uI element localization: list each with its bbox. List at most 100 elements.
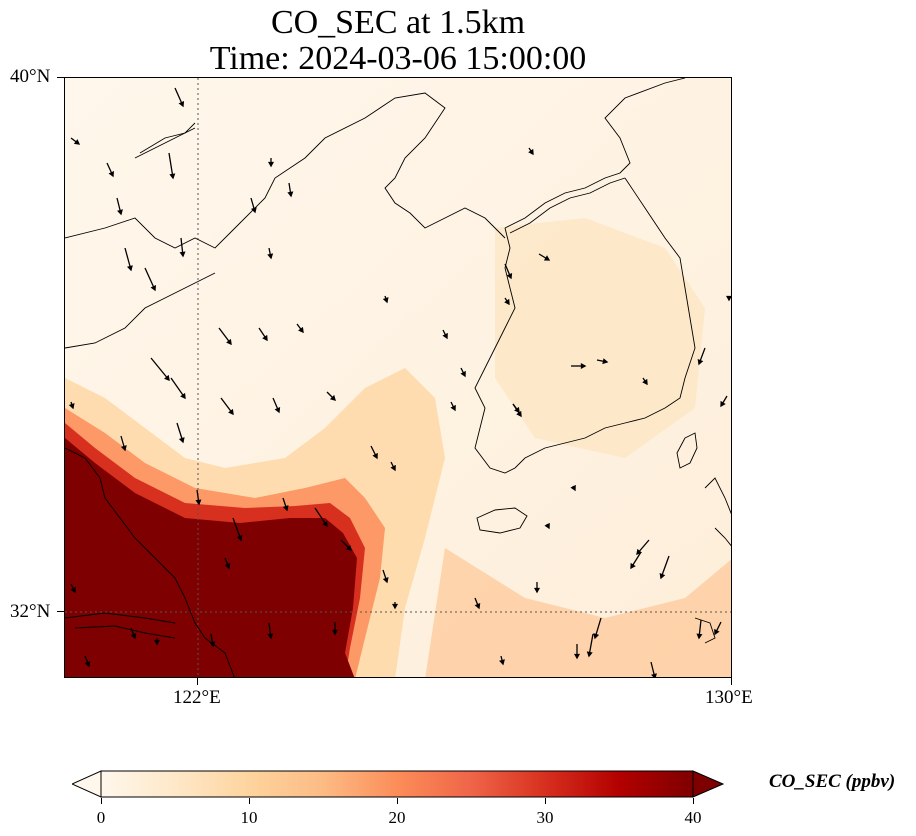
wind-arrow	[150, 357, 170, 381]
wind-arrow-head	[516, 410, 522, 418]
wind-arrow-head	[504, 298, 510, 306]
wind-arrow-head	[714, 628, 720, 636]
lon-tick-mark-122	[197, 678, 198, 685]
lat-tick-mark-40	[57, 77, 64, 78]
wind-arrow-head	[450, 404, 456, 412]
wind-arrow-head	[382, 297, 389, 304]
wind-arrow-head	[250, 207, 257, 214]
colorbar	[70, 770, 725, 803]
wind-arrow-head	[274, 406, 281, 414]
colorbar-label: CO_SEC (ppbv)	[769, 771, 896, 792]
wind-arrow-head	[570, 484, 576, 492]
wind-arrow-head	[322, 520, 328, 528]
colorbar-tick-mark-0	[101, 798, 102, 804]
wind-arrow-head	[70, 586, 76, 594]
map-subtitle-time: Time: 2024-03-06 15:00:00	[209, 40, 587, 77]
wind-arrow-head	[287, 191, 294, 198]
colorbar-tick-mark-40	[693, 798, 694, 804]
wind-arrow-head	[580, 362, 587, 370]
wind-arrow-head	[153, 639, 161, 646]
wind-arrow-head	[178, 437, 185, 444]
wind-arrow-head	[298, 326, 304, 334]
wind-arrow-head	[460, 370, 466, 378]
wind-arrow-head	[228, 408, 234, 416]
lon-tick-mark-130	[731, 678, 732, 685]
wind-arrow-head	[73, 139, 81, 145]
wind-arrow-head	[390, 464, 396, 472]
wind-arrow-head	[178, 100, 185, 108]
wind-arrow-head	[117, 209, 123, 216]
wind-arrow-head	[226, 338, 232, 346]
wind-arrow-head	[164, 374, 170, 382]
colorbar-tick-40: 40	[684, 808, 702, 827]
wind-arrow-head	[224, 563, 231, 570]
colorbar-tick-20: 20	[388, 808, 406, 827]
wind-arrow	[168, 152, 174, 179]
map-panel	[64, 77, 732, 678]
colorbar-tick-10: 10	[240, 808, 258, 827]
wind-arrow-head	[391, 603, 399, 610]
wind-arrow-head	[528, 148, 534, 156]
wind-arrow-head	[267, 253, 274, 260]
wind-arrow-head	[169, 173, 176, 180]
korea-tint	[495, 218, 705, 458]
wind-arrow-head	[651, 673, 657, 677]
wind-arrow-head	[544, 522, 550, 530]
colorbar-tick-30: 30	[536, 808, 554, 827]
wind-arrow-head	[586, 651, 593, 658]
wind-arrow-head	[499, 659, 505, 666]
wind-arrow-head	[514, 406, 520, 414]
colorbar-body	[100, 770, 694, 798]
colorbar-tick-mark-20	[397, 798, 398, 804]
wind-arrow-head	[179, 251, 186, 258]
lon-tick-130: 130°E	[705, 687, 753, 708]
wind-arrow-head	[329, 394, 336, 401]
wind-arrow-head	[630, 562, 636, 570]
wind-arrow-head	[267, 633, 274, 640]
colorbar-extend-min	[70, 770, 102, 798]
wind-vectors	[68, 87, 731, 677]
wind-arrow-head	[442, 332, 448, 340]
wind-arrow-head	[659, 573, 666, 580]
colorbar-extend-max	[692, 770, 725, 798]
wind-arrow-head	[573, 653, 581, 660]
lat-tick-mark-32	[57, 611, 64, 612]
colorbar-tick-mark-10	[249, 798, 250, 804]
plume-southeast	[425, 548, 731, 677]
wind-arrow-head	[636, 548, 642, 556]
wind-arrow-head	[696, 633, 703, 640]
wind-arrow-head	[642, 378, 648, 386]
wind-arrow-head	[68, 403, 75, 410]
wind-arrow-head	[282, 505, 289, 512]
coastlines	[65, 78, 731, 677]
lat-tick-32: 32°N	[10, 601, 51, 622]
wind-arrow-head	[120, 445, 127, 452]
wind-arrow-head	[725, 295, 731, 302]
wind-arrow-head	[533, 587, 541, 594]
wind-arrow-head	[543, 255, 551, 261]
wind-arrow-head	[195, 499, 202, 506]
map-title: CO_SEC at 1.5km	[270, 4, 526, 41]
map-canvas	[65, 78, 731, 677]
wind-arrow-head	[602, 358, 609, 365]
wind-arrow-head	[262, 334, 268, 342]
wind-arrow-head	[331, 629, 339, 636]
wind-arrow-head	[506, 272, 513, 280]
wind-arrow-head	[180, 392, 186, 400]
lat-tick-40: 40°N	[10, 66, 51, 87]
colorbar-tick-mark-30	[545, 798, 546, 804]
wind-arrow-head	[150, 284, 157, 292]
wind-arrow-head	[372, 452, 378, 460]
wind-arrow-head	[345, 544, 352, 551]
wind-arrow-head	[130, 633, 137, 640]
colorbar-tick-0: 0	[96, 808, 106, 827]
wind-arrow-head	[108, 170, 114, 178]
wind-arrow-head	[697, 359, 704, 366]
wind-arrow-head	[593, 633, 600, 640]
wind-arrow-head	[236, 535, 243, 542]
wind-arrow-head	[382, 577, 389, 584]
wind-arrow-head	[126, 265, 133, 272]
lon-tick-122: 122°E	[173, 687, 221, 708]
wind-arrow-head	[209, 641, 216, 648]
wind-arrow-head	[84, 661, 91, 668]
